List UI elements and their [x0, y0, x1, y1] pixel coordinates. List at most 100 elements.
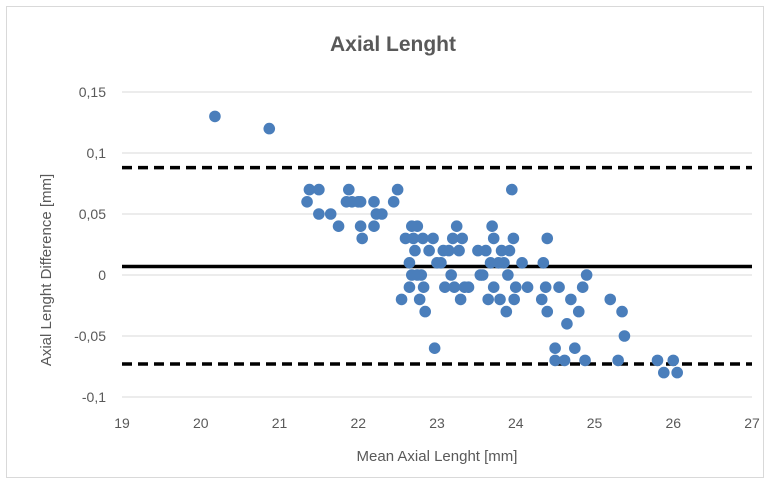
data-point	[507, 232, 520, 245]
y-tick-label: 0,1	[87, 145, 107, 161]
data-points	[209, 110, 683, 379]
data-point	[419, 305, 431, 318]
x-tick-label: 19	[114, 415, 130, 431]
x-axis-ticks: 19 20 21 22 23 24 25 26 27	[114, 415, 760, 431]
data-point	[439, 281, 451, 294]
data-point	[604, 293, 617, 306]
data-point	[448, 281, 461, 294]
y-axis-label: Axial Lenght Difference [mm]	[38, 174, 55, 366]
data-point	[343, 183, 355, 196]
chart-area	[6, 6, 764, 478]
data-point	[667, 354, 680, 367]
data-point	[500, 305, 513, 318]
data-point	[354, 196, 367, 208]
data-point	[494, 293, 506, 306]
gridlines	[122, 91, 752, 398]
data-point	[509, 281, 522, 294]
data-point	[332, 220, 345, 232]
data-point	[368, 196, 380, 208]
data-point	[616, 305, 628, 318]
data-point	[658, 366, 670, 379]
data-point	[487, 232, 500, 245]
data-point	[508, 293, 520, 306]
data-point	[423, 244, 435, 257]
x-tick-label: 22	[350, 415, 366, 431]
data-point	[486, 220, 498, 232]
data-point	[428, 342, 441, 355]
data-point	[572, 305, 585, 318]
data-point	[435, 257, 447, 269]
data-point	[454, 293, 467, 306]
data-point	[541, 232, 554, 245]
data-point	[651, 354, 664, 367]
data-point	[671, 366, 683, 379]
data-point	[521, 281, 534, 294]
data-point	[535, 293, 548, 306]
y-tick-label: -0,1	[82, 389, 106, 405]
data-point	[407, 232, 420, 245]
x-tick-label: 25	[587, 415, 603, 431]
data-point	[403, 257, 416, 269]
data-point	[303, 183, 316, 196]
data-point	[453, 244, 465, 257]
data-point	[387, 196, 400, 208]
chart-title: Axial Lenght	[330, 33, 456, 56]
data-point	[301, 196, 313, 208]
data-point	[612, 354, 624, 367]
x-axis-label: Mean Axial Lenght [mm]	[357, 448, 518, 465]
data-point	[368, 220, 380, 232]
data-point	[313, 208, 325, 220]
data-point	[618, 330, 631, 342]
x-tick-label: 20	[193, 415, 209, 431]
data-point	[324, 208, 337, 220]
data-point	[209, 110, 221, 123]
data-point	[403, 281, 416, 294]
data-point	[313, 183, 325, 196]
data-point	[576, 281, 589, 294]
data-point	[411, 220, 424, 232]
y-tick-label: 0,15	[79, 84, 106, 100]
data-point	[502, 269, 514, 281]
data-point	[462, 281, 475, 294]
data-point	[415, 269, 428, 281]
data-point	[476, 269, 489, 281]
data-point	[413, 293, 426, 306]
data-point	[391, 183, 404, 196]
data-point	[446, 232, 459, 245]
x-tick-label: 23	[429, 415, 445, 431]
data-point	[450, 220, 463, 232]
x-tick-label: 26	[665, 415, 681, 431]
data-point	[443, 244, 455, 257]
data-point	[549, 354, 561, 367]
data-point	[579, 354, 591, 367]
x-tick-label: 24	[508, 415, 524, 431]
data-point	[498, 257, 510, 269]
data-point	[354, 220, 367, 232]
y-tick-label: 0,05	[79, 206, 106, 222]
data-point	[417, 281, 430, 294]
data-point	[565, 293, 577, 306]
x-tick-label: 27	[744, 415, 760, 431]
data-point	[539, 281, 552, 294]
data-point	[487, 281, 500, 294]
data-point	[561, 318, 573, 330]
data-point	[482, 293, 494, 306]
x-tick-label: 21	[272, 415, 288, 431]
y-tick-label: 0	[98, 267, 106, 283]
data-point	[516, 257, 528, 269]
data-point	[553, 281, 565, 294]
data-point	[445, 269, 457, 281]
y-axis-ticks: -0,1 -0,05 0 0,05 0,1 0,15	[74, 84, 106, 405]
data-point	[263, 122, 276, 135]
data-point	[427, 232, 439, 245]
data-point	[417, 232, 429, 245]
y-tick-label: -0,05	[74, 328, 106, 344]
data-point	[480, 244, 492, 257]
data-point	[409, 244, 421, 257]
data-point	[376, 208, 388, 220]
data-point	[503, 244, 516, 257]
data-point	[537, 257, 550, 269]
data-point	[558, 354, 571, 367]
data-point	[456, 232, 469, 245]
data-point	[395, 293, 408, 306]
